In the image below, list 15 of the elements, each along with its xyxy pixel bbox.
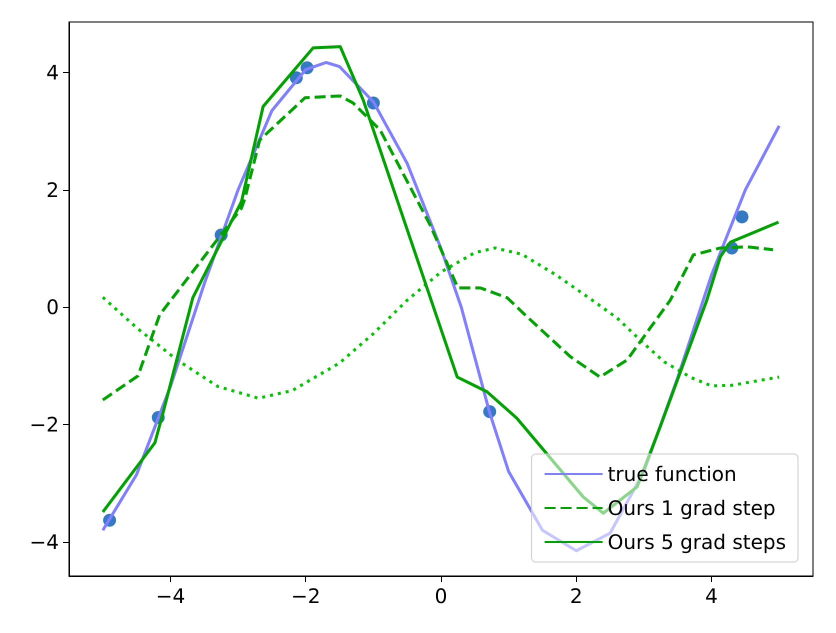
point (735, 210, 748, 224)
line-series (101, 246, 781, 400)
x-tick-label: −4 (156, 584, 186, 608)
y-tick-label: −2 (30, 412, 59, 437)
x-tick-label: 4 (705, 584, 718, 608)
legend-label: Ours 1 grad step (608, 496, 776, 520)
x-tick-label: −2 (290, 584, 320, 608)
y-tick-label: 4 (46, 60, 59, 84)
x-tick-label: 0 (434, 584, 448, 608)
legend-label: Ours 5 grad steps (608, 530, 786, 554)
y-tick-label: 2 (46, 178, 59, 202)
legend-label: true function (608, 462, 737, 486)
y-tick-label: 0 (46, 295, 59, 320)
y-tick-label: −4 (30, 530, 59, 554)
x-tick-label: 2 (570, 584, 583, 608)
